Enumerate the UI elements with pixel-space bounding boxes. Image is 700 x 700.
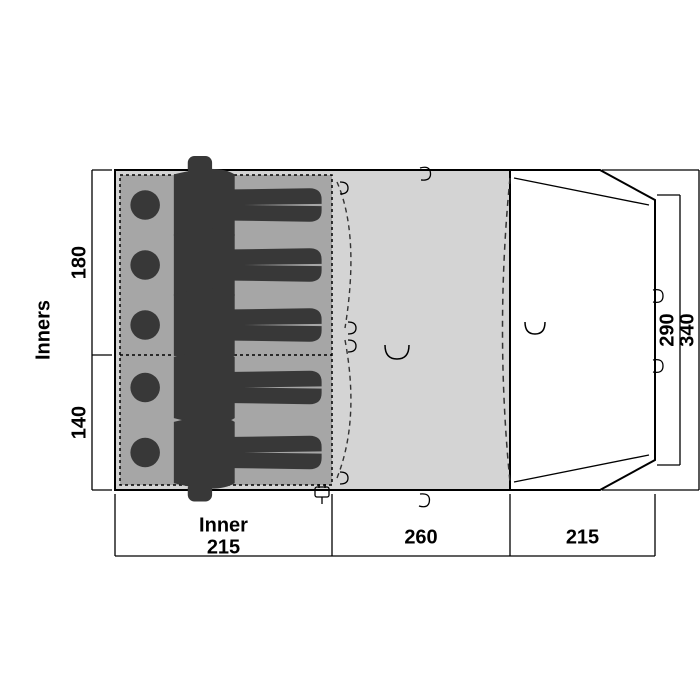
label-inners: Inners [32, 300, 54, 360]
dim-140: 140 [68, 406, 90, 439]
dim-180: 180 [68, 246, 90, 279]
tent-floorplan-diagram: 180140InnersInner215260215290340 [0, 0, 700, 700]
dim-290: 290 [656, 313, 678, 346]
dim-215-left: 215 [207, 536, 240, 558]
porch-area [510, 170, 655, 490]
dim-340: 340 [676, 313, 698, 346]
floorplan-svg: 180140InnersInner215260215290340 [0, 0, 700, 700]
dim-260: 260 [404, 526, 437, 548]
dim-215-right: 215 [566, 526, 599, 548]
peg-toggle-icon [419, 494, 430, 508]
label-inner: Inner [199, 514, 248, 536]
